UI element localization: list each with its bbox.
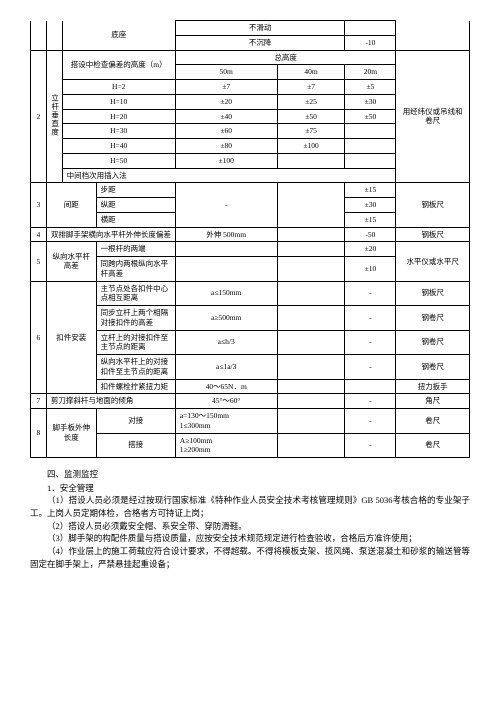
row4-method: 钢板尺: [396, 227, 470, 242]
para-4: （4）作业层上的施工荷载应符合设计要求，不得超载。不得将模板支架、揽风绳、泵送混…: [30, 545, 470, 571]
para-3: （3）脚手架的构配件质量与搭设质量，应按安全技术规范规定进行检查验收，合格后方准…: [30, 532, 470, 545]
cell-buchenjiang: 不沉降: [175, 35, 345, 50]
row2-proj: 立杆垂直度: [46, 50, 62, 183]
row7-proj: 剪刀撑斜杆与地面的倾角: [46, 394, 175, 409]
row6-proj: 扣件安装: [46, 281, 96, 394]
row2-zonggaodu: 总高度: [175, 50, 396, 65]
row7-method: 角尺: [396, 394, 470, 409]
row2-middle: 中间档次用插入法: [62, 168, 396, 183]
row8-seq: 8: [31, 409, 47, 458]
row5-seq: 5: [31, 242, 47, 281]
row4-proj: 双排脚手架横向水平杆外伸长度偏差: [46, 227, 175, 242]
row5-method: 水平仪或水平尺: [396, 242, 470, 281]
cell-neg10: -10: [345, 35, 396, 50]
row2-c50: 50m: [175, 65, 277, 80]
row3-method: 钢板尺: [396, 183, 470, 227]
cell-buhuadong: 不滑动: [175, 21, 345, 36]
row2-method: 用经纬仪或吊线和卷尺: [396, 50, 470, 183]
row2-c40: 40m: [277, 65, 345, 80]
cell-dizuo: 底座: [62, 21, 175, 51]
section-four: 四、监测监控: [30, 468, 470, 480]
row8-proj: 脚手板外伸长度: [46, 409, 96, 458]
row2-title: 搭设中检查偏差的高度（m）: [62, 50, 175, 80]
row5-proj: 纵向水平杆高差: [46, 242, 96, 281]
para-1: （1）搭设人员必须是经过按现行国家标准《特种作业人员安全技术考核管理规则》GB …: [30, 494, 470, 520]
row7-seq: 7: [31, 394, 47, 409]
row3-seq: 3: [31, 183, 47, 227]
subsection-1: 1．安全管理: [30, 482, 470, 494]
row2-seq: 2: [31, 50, 47, 183]
row3-proj: 间距: [46, 183, 96, 227]
row6-seq: 6: [31, 281, 47, 394]
para-2: （2）搭设人员必须戴安全帽、系安全带、穿防滑鞋。: [30, 520, 470, 533]
row2-c20: 20m: [345, 65, 396, 80]
row4-seq: 4: [31, 227, 47, 242]
